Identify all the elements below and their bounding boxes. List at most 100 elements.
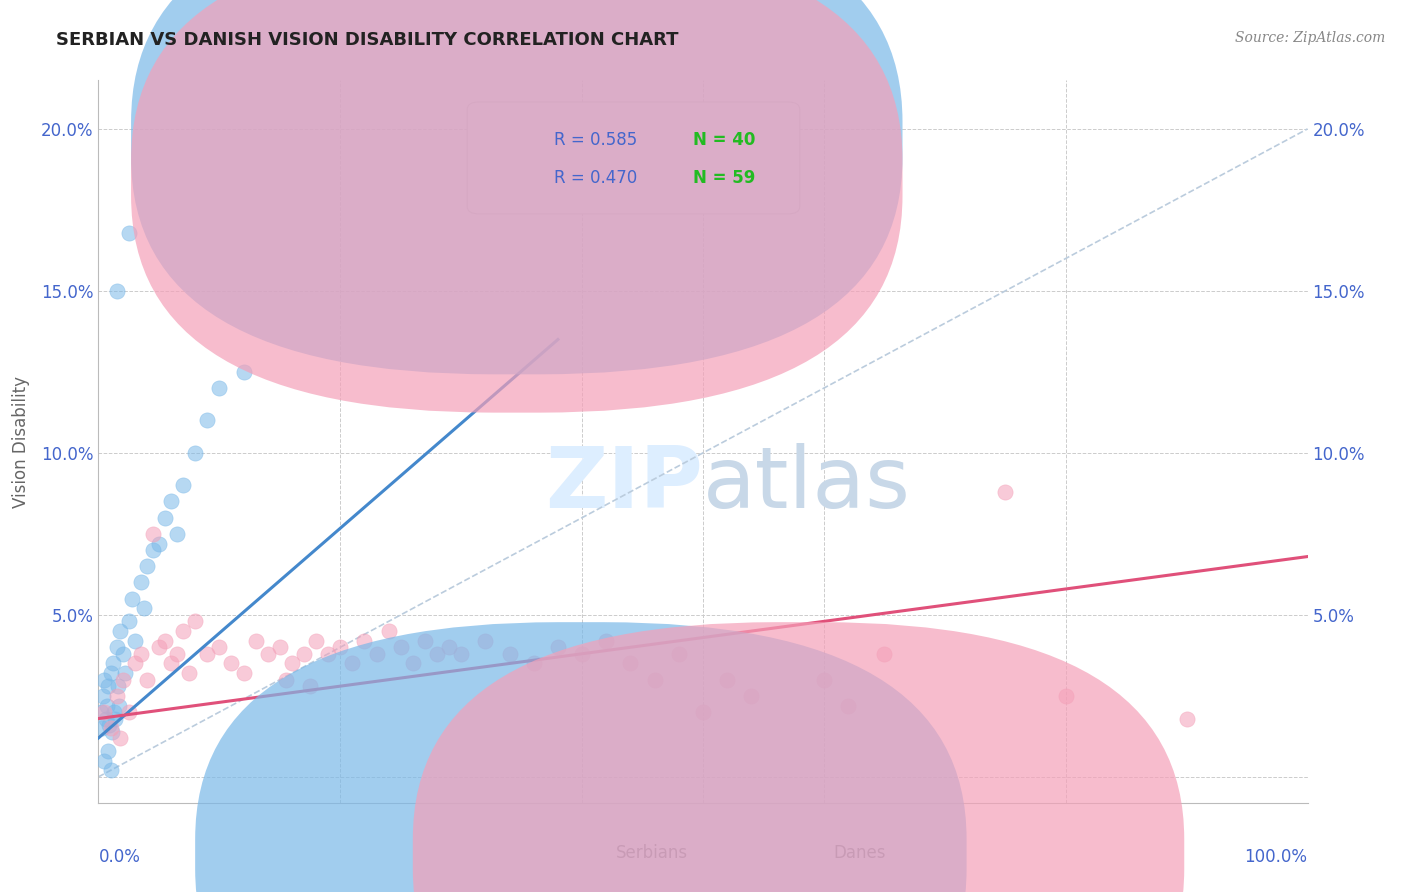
Point <box>692 705 714 719</box>
Text: Source: ZipAtlas.com: Source: ZipAtlas.com <box>1234 31 1385 45</box>
Point <box>148 640 170 655</box>
Point <box>377 624 399 638</box>
Point <box>118 615 141 629</box>
Point <box>100 666 122 681</box>
Point <box>474 633 496 648</box>
Point <box>160 494 183 508</box>
Point <box>100 724 122 739</box>
Point <box>172 624 194 638</box>
Point <box>1054 689 1077 703</box>
Point <box>716 673 738 687</box>
Point <box>994 484 1017 499</box>
Text: SERBIAN VS DANISH VISION DISABILITY CORRELATION CHART: SERBIAN VS DANISH VISION DISABILITY CORR… <box>56 31 679 49</box>
Point <box>195 413 218 427</box>
Point <box>269 640 291 655</box>
Text: N = 40: N = 40 <box>693 130 755 149</box>
Point <box>281 657 304 671</box>
Point <box>91 721 114 735</box>
Point <box>316 647 339 661</box>
Point <box>366 647 388 661</box>
Point <box>172 478 194 492</box>
Text: R = 0.585: R = 0.585 <box>554 130 637 149</box>
Point <box>134 601 156 615</box>
FancyBboxPatch shape <box>131 0 903 413</box>
Point <box>166 527 188 541</box>
Point <box>160 657 183 671</box>
Point <box>108 731 131 745</box>
FancyBboxPatch shape <box>413 623 1184 892</box>
Point <box>135 559 157 574</box>
Point <box>547 640 569 655</box>
Point <box>142 543 165 558</box>
Point <box>107 679 129 693</box>
Text: Danes: Danes <box>834 845 886 863</box>
Point <box>111 647 134 661</box>
Point <box>103 705 125 719</box>
Point <box>118 226 141 240</box>
Point <box>389 640 412 655</box>
Point <box>108 698 131 713</box>
Point <box>118 705 141 719</box>
Point <box>129 575 152 590</box>
Point <box>232 365 254 379</box>
Point <box>100 764 122 778</box>
Point <box>111 673 134 687</box>
Point <box>96 698 118 713</box>
Text: 100.0%: 100.0% <box>1244 848 1308 866</box>
Point <box>813 673 835 687</box>
Text: N = 59: N = 59 <box>693 169 755 186</box>
Point <box>124 657 146 671</box>
Point <box>402 657 425 671</box>
Point <box>129 647 152 661</box>
Point <box>97 679 120 693</box>
Point <box>305 633 328 648</box>
Point <box>98 718 121 732</box>
Point <box>426 647 449 661</box>
Point <box>124 633 146 648</box>
Point <box>571 647 593 661</box>
Point <box>329 640 352 655</box>
Text: 0.0%: 0.0% <box>98 848 141 866</box>
Point <box>100 721 122 735</box>
Point <box>245 633 267 648</box>
Point <box>135 673 157 687</box>
Point <box>292 647 315 661</box>
Point <box>108 624 131 638</box>
Point <box>93 705 115 719</box>
Point <box>740 689 762 703</box>
Text: R = 0.470: R = 0.470 <box>554 169 637 186</box>
Point <box>668 647 690 661</box>
Point <box>91 689 114 703</box>
Point <box>208 381 231 395</box>
Point <box>644 673 666 687</box>
Point <box>498 647 520 661</box>
Point <box>93 673 115 687</box>
Point <box>221 657 243 671</box>
Point <box>105 689 128 703</box>
Point <box>90 705 112 719</box>
Point <box>353 633 375 648</box>
Point <box>121 591 143 606</box>
Point <box>232 666 254 681</box>
Point <box>450 647 472 661</box>
FancyBboxPatch shape <box>467 102 800 214</box>
Point <box>142 527 165 541</box>
Point <box>299 679 322 693</box>
Point <box>153 510 176 524</box>
Point <box>93 754 115 768</box>
FancyBboxPatch shape <box>131 0 903 375</box>
Point <box>873 647 896 661</box>
Point <box>153 633 176 648</box>
Point <box>97 744 120 758</box>
Point <box>195 647 218 661</box>
FancyBboxPatch shape <box>195 623 966 892</box>
Point <box>105 640 128 655</box>
Point <box>184 615 207 629</box>
Point <box>166 647 188 661</box>
Point <box>523 657 546 671</box>
Point <box>342 657 364 671</box>
Point <box>184 446 207 460</box>
Point <box>104 712 127 726</box>
Point <box>437 640 460 655</box>
Point <box>274 673 297 687</box>
